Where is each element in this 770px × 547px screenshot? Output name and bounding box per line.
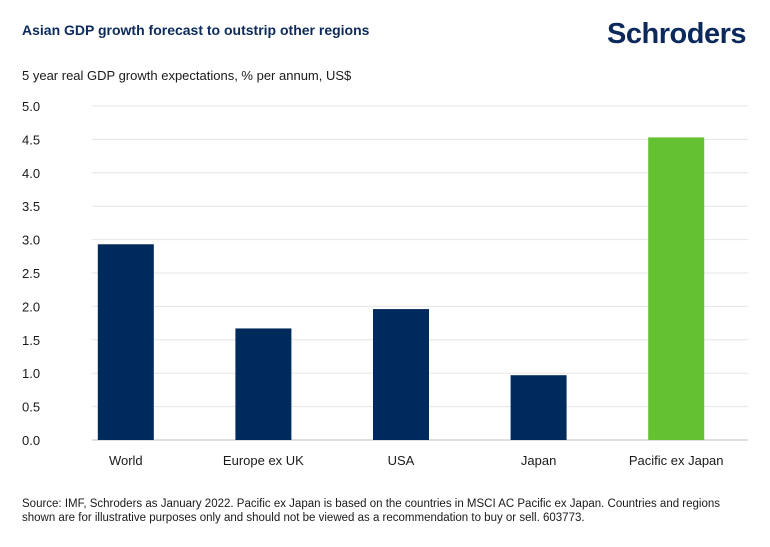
y-tick-label: 4.5	[22, 132, 40, 147]
y-tick-label: 3.0	[22, 233, 40, 248]
bar	[510, 375, 567, 440]
bar	[235, 328, 292, 440]
y-tick-label: 1.0	[22, 366, 40, 381]
bar	[373, 309, 429, 440]
schroders-logo: Schroders	[607, 18, 746, 50]
chart-title: Asian GDP growth forecast to outstrip ot…	[22, 22, 370, 38]
source-note: Source: IMF, Schroders as January 2022. …	[22, 498, 721, 524]
y-tick-label: 4.0	[22, 166, 40, 181]
y-tick-label: 0.5	[22, 400, 40, 415]
y-tick-label: 1.5	[22, 333, 40, 348]
x-tick-label: USA	[388, 453, 415, 468]
bar	[97, 244, 154, 440]
y-tick-label: 5.0	[22, 99, 40, 114]
x-tick-label: World	[109, 453, 143, 468]
y-tick-label: 2.5	[22, 266, 40, 281]
x-tick-label: Europe ex UK	[223, 453, 304, 468]
bar	[648, 137, 705, 440]
y-tick-label: 2.0	[22, 299, 40, 314]
y-tick-label: 3.5	[22, 199, 40, 214]
x-tick-label: Pacific ex Japan	[629, 453, 724, 468]
x-tick-label: Japan	[521, 453, 556, 468]
y-tick-label: 0.0	[22, 433, 40, 448]
chart-subtitle: 5 year real GDP growth expectations, % p…	[22, 68, 352, 83]
